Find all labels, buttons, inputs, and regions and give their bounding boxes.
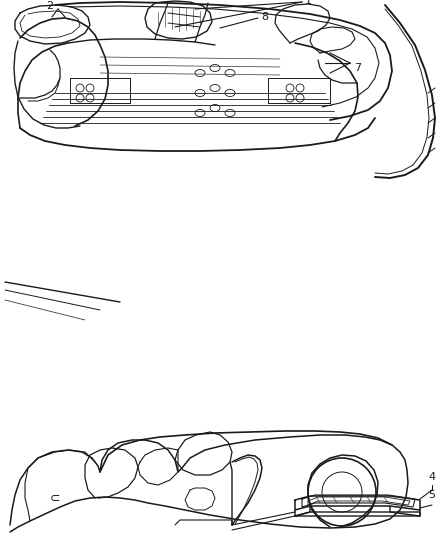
Text: 7: 7 (354, 63, 361, 73)
Text: 8: 8 (261, 12, 268, 22)
Text: 2: 2 (46, 1, 53, 11)
Text: 5: 5 (428, 490, 435, 500)
Text: 1: 1 (304, 0, 311, 6)
Text: 4: 4 (428, 472, 435, 482)
Text: ⊂: ⊂ (50, 491, 60, 505)
